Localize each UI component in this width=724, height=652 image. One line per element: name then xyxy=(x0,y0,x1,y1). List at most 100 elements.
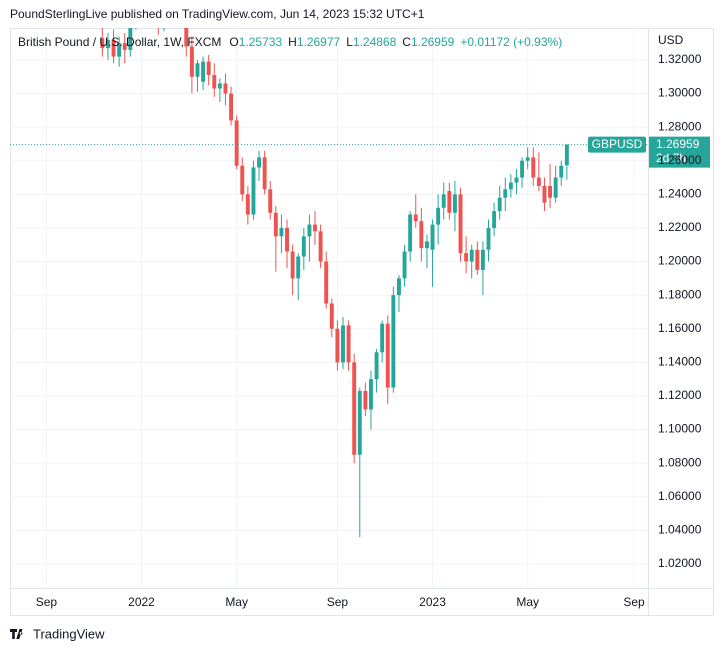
y-tick-label: 1.10000 xyxy=(658,422,702,436)
candle-body xyxy=(424,241,429,249)
frame xyxy=(10,28,714,616)
candle-body xyxy=(117,43,122,57)
candle-body xyxy=(100,38,105,49)
candle-body xyxy=(195,63,200,77)
candle-body xyxy=(564,144,569,166)
legend-ohlc-value: 1.26977 xyxy=(297,35,341,49)
candle-body xyxy=(357,390,362,455)
y-tick-label: 1.32000 xyxy=(658,52,702,66)
y-tick-label: 1.14000 xyxy=(658,355,702,369)
candle-body xyxy=(245,194,250,215)
x-tick-label: 2023 xyxy=(419,595,446,609)
candle-body xyxy=(346,325,351,363)
legend-ohlc-label: C xyxy=(402,35,411,49)
candle-body xyxy=(329,303,334,329)
price-tag-countdown: 2d 7h xyxy=(656,151,686,165)
candle-body xyxy=(268,189,273,213)
x-tick-label: Sep xyxy=(327,595,349,609)
candle-body xyxy=(279,227,284,237)
y-tick-label: 1.12000 xyxy=(658,388,702,402)
candle-body xyxy=(486,227,491,250)
candle-body xyxy=(436,207,441,225)
candle-body xyxy=(559,165,564,178)
candle-body xyxy=(363,390,368,410)
legend-ohlc-label: L xyxy=(346,35,353,49)
candle-body xyxy=(514,177,519,183)
candle-body xyxy=(234,120,239,166)
candle-body xyxy=(553,177,558,198)
candle-body xyxy=(520,160,525,178)
brand-logo: TradingView xyxy=(10,626,105,641)
candles xyxy=(10,28,648,538)
candle-body xyxy=(324,261,329,304)
candle-body xyxy=(385,323,390,388)
x-tick-label: Sep xyxy=(36,595,58,609)
candle-body xyxy=(313,224,317,232)
candle-body xyxy=(122,43,127,50)
candle-body xyxy=(111,39,116,57)
legend-ohlc-value: 1.25733 xyxy=(239,35,283,49)
candle-body xyxy=(273,212,278,237)
candle-body xyxy=(341,325,345,363)
candle-body xyxy=(419,221,424,249)
candle-body xyxy=(240,165,245,195)
candle-body xyxy=(447,190,452,213)
legend: British Pound / U.S. Dollar, 1W, FXCM O1.… xyxy=(18,35,562,49)
candle-body xyxy=(262,157,267,190)
candle-body xyxy=(391,295,396,388)
candle-body xyxy=(458,194,463,254)
candle-body xyxy=(452,194,457,213)
candle-body xyxy=(229,93,234,121)
candle-body xyxy=(184,28,189,47)
candle-body xyxy=(464,253,469,262)
legend-title: British Pound / U.S. Dollar, 1W, FXCM xyxy=(18,35,221,49)
candle-body xyxy=(402,251,407,279)
y-tick-label: 1.26000 xyxy=(658,153,702,167)
y-tick-label: 1.02000 xyxy=(658,556,702,570)
candle-body xyxy=(105,39,110,49)
x-tick-label: Sep xyxy=(623,595,645,609)
symbol-tag-text: GBPUSD xyxy=(592,137,643,151)
y-tick-label: 1.28000 xyxy=(658,119,702,133)
candle-body xyxy=(380,323,385,353)
x-tick-label: 2022 xyxy=(128,595,155,609)
candle-body xyxy=(223,83,228,94)
price-tag xyxy=(649,136,710,168)
candle-body xyxy=(201,61,206,82)
candle-body xyxy=(469,249,474,262)
x-tick-label: May xyxy=(516,595,539,609)
candle-body xyxy=(441,194,446,208)
candle-body xyxy=(352,362,357,455)
candle-body xyxy=(335,328,340,363)
candle-body xyxy=(475,249,480,270)
y-tick-label: 1.30000 xyxy=(658,86,702,100)
candle-body xyxy=(301,236,306,257)
y-tick-label: 1.06000 xyxy=(658,489,702,503)
candle-body xyxy=(296,256,301,279)
y-tick-label: 1.04000 xyxy=(658,523,702,537)
brand-name: TradingView xyxy=(33,626,105,641)
y-axis-label: USD xyxy=(658,33,684,47)
y-tick-label: 1.22000 xyxy=(658,220,702,234)
candle-body xyxy=(492,211,497,228)
candle-body xyxy=(408,214,413,252)
candle-body xyxy=(128,28,133,50)
candle-body xyxy=(503,189,508,198)
candle-body xyxy=(374,352,379,380)
candle-body xyxy=(497,197,502,212)
grid xyxy=(10,28,648,588)
symbol-tag xyxy=(588,136,646,153)
candle-body xyxy=(396,278,401,296)
candle-body xyxy=(536,177,541,186)
candle-body xyxy=(217,83,222,89)
candle-body xyxy=(430,224,435,250)
logo-mark xyxy=(10,629,23,639)
candle-body xyxy=(206,61,211,76)
candle-body xyxy=(251,167,256,215)
y-tick-label: 1.08000 xyxy=(658,455,702,469)
candle-body xyxy=(508,182,513,190)
candle-body xyxy=(542,185,547,203)
candle-body xyxy=(413,214,418,222)
